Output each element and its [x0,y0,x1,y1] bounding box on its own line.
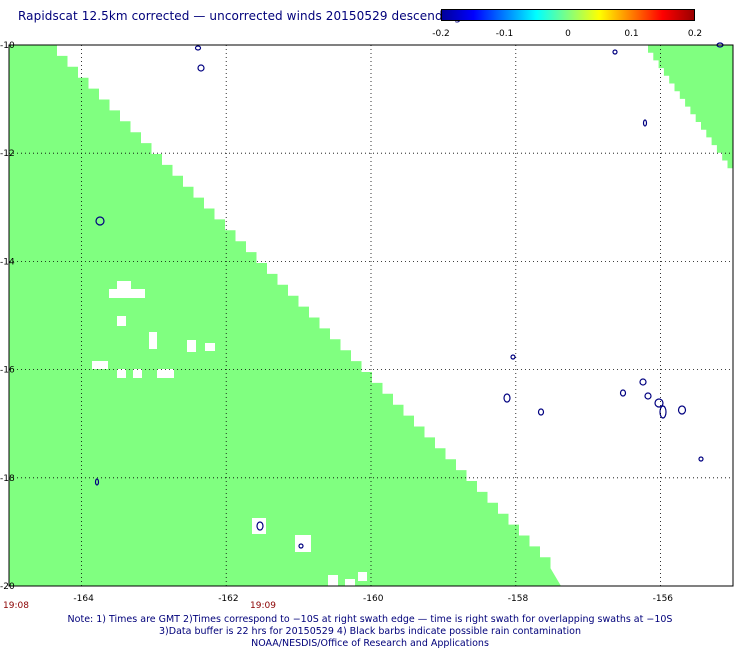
data-gap [345,579,355,586]
data-gap [117,369,126,378]
data-gap [92,361,108,369]
lon-tick-label: -158 [508,594,529,604]
island-outline [654,398,664,408]
lon-tick-label: -156 [653,594,674,604]
data-gap [133,369,142,378]
chart-title: Rapidscat 12.5km corrected — uncorrected… [18,9,462,23]
colorbar-tick-label: 0.2 [687,29,703,39]
graticule [9,45,733,586]
island-outline [698,456,704,462]
lat-tick-label: -14 [0,257,15,267]
island-outline [537,408,545,416]
data-gap [205,343,215,351]
island-outline [256,521,264,531]
colorbar-tick-label: -0.2 [432,29,450,39]
swath-right [648,45,733,191]
swath-left [9,45,561,586]
lat-tick-label: -12 [0,149,15,159]
island-outline [503,393,511,403]
lat-tick-label: -18 [0,474,15,484]
island-outline [642,119,648,127]
island-outline [197,64,205,72]
lon-tick-label: -164 [73,594,94,604]
data-gap [157,369,174,378]
data-gap [295,535,311,552]
island-outline [510,354,516,360]
island-outline [677,405,687,415]
island-outline [639,378,647,386]
island-outline [644,392,652,400]
data-gap [328,575,338,586]
wind-map: -10-12-14-16-18-20-164-162-160-158-156-1… [0,41,734,611]
axis-labels: -10-12-14-16-18-20-164-162-160-158-156-1… [0,41,674,611]
note-line-2: 3)Data buffer is 22 hrs for 20150529 4) … [159,626,581,637]
colorbar-tick-label: 0.1 [624,29,639,39]
island-outline [94,478,100,486]
map-frame [8,44,734,587]
note-line-1: Note: 1) Times are GMT 2)Times correspon… [67,614,673,625]
lon-tick-label: -162 [218,594,238,604]
footnotes: Note: 1) Times are GMT 2)Times correspon… [0,614,740,650]
data-gap [149,332,157,349]
island-outline [659,405,667,419]
colorbar-tick-label: -0.1 [495,29,514,39]
colorbar: -0.2 -0.1 0 0.1 0.2 [432,9,702,39]
lat-tick-label: -16 [0,366,15,376]
island-outline [612,49,618,55]
island-outline [95,216,105,226]
data-gap [252,518,266,534]
island-outline [194,45,202,51]
colorbar-gradient [441,9,695,21]
lat-tick-label: -20 [0,582,15,592]
lat-tick-label: -10 [0,41,15,51]
data-gap [109,289,145,298]
time-label-right: 19:09 [250,601,276,611]
island-outlines [94,42,724,549]
island-outline [619,389,627,397]
data-gap [117,281,131,289]
island-outline [298,543,304,549]
note-line-3: NOAA/NESDIS/Office of Research and Appli… [251,638,489,649]
lon-tick-label: -160 [363,594,384,604]
data-gap [117,316,126,326]
data-gap [358,572,367,581]
swath-layer [9,45,733,586]
data-gap [187,340,196,352]
time-label-left: 19:08 [3,601,29,611]
colorbar-tick-label: 0 [565,29,571,39]
